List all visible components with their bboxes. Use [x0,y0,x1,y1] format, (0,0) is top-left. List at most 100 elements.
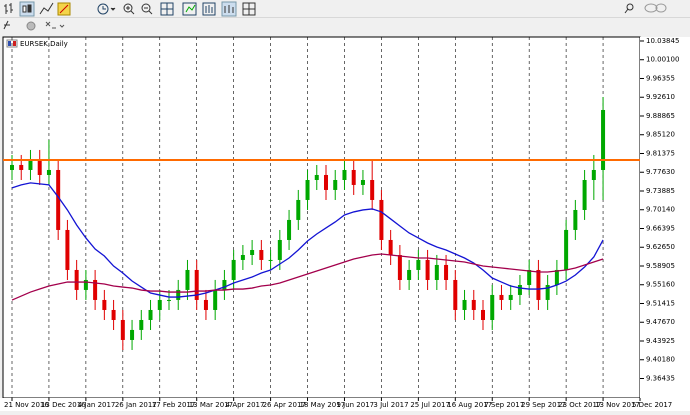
candle-body [517,284,522,295]
candle-body [287,219,292,240]
chat-button[interactable] [644,3,667,13]
y-tick-label: 10.00100 [646,56,679,64]
y-tick-label: 9.62650 [646,243,675,251]
candle-body [370,179,375,200]
x-tick-label: 21 Nov 2016 [4,401,49,409]
candle-body [46,169,51,175]
grid-button[interactable] [242,2,256,16]
y-tick-label: 9.81375 [646,149,675,157]
moving-average-line [11,253,604,301]
tile-button[interactable] [160,2,174,16]
x-tick-label: 4 Apr 2017 [226,401,265,409]
bar-chart-button[interactable] [4,3,13,14]
candle-body [453,279,458,310]
candle-body [111,309,116,320]
x-tick-label: 16 Aug 2017 [447,401,492,409]
candle-body [601,110,606,170]
candle-body [277,239,282,260]
x-tick-label: 9 Jun 2017 [336,401,374,409]
x-tick-label: 5 Dec 2017 [632,401,672,409]
candle-body [582,179,587,210]
candle-body [388,239,393,256]
y-tick-label: 9.70140 [646,206,675,214]
candle-body [240,255,245,260]
x-tick-label: 18 May 2017 [300,401,346,409]
x-tick-label: 4 Jan 2017 [78,401,116,409]
y-tick-label: 9.51415 [646,299,675,307]
candle-body [351,169,356,185]
candle-body [490,294,495,320]
candle-body [139,319,144,330]
candle-body [19,164,24,170]
candle-body [444,264,449,280]
candle-body [462,299,467,310]
line-chart-button[interactable] [39,2,54,15]
candle-body [397,255,402,280]
candle-body [250,249,255,256]
candle-body [471,299,476,310]
candle-body [10,164,14,170]
search-button[interactable] [624,3,634,14]
y-tick-label: 9.73885 [646,187,675,195]
candle-body [167,299,171,301]
candle-body [194,269,199,300]
x-tick-label: 26 Jan 2017 [115,401,157,409]
objects-button[interactable] [26,21,36,31]
zoom-out-button[interactable] [141,3,153,15]
candle-body [37,159,42,175]
candle-body [379,199,384,240]
x-tick-label: 7 Sep 2017 [484,401,524,409]
y-tick-label: 9.36435 [646,374,675,382]
candle-body [591,169,596,180]
candle-body [407,269,412,280]
y-tick-label: 9.66395 [646,224,675,232]
chart-title: EURSEK,Daily [20,40,68,48]
y-tick-label: 9.40180 [646,356,675,364]
scroll-button[interactable] [182,2,197,16]
candle-body [508,294,513,300]
y-tick-label: 10.03845 [646,37,679,45]
moving-average-line [11,182,604,298]
crosshair-button[interactable] [3,20,10,30]
candle-chart-button[interactable] [19,1,35,17]
candle-body [185,269,190,290]
y-tick-label: 9.77630 [646,168,675,176]
zoom-in-button[interactable] [123,3,135,15]
candle-body [564,229,569,270]
plot-area [2,36,641,399]
candle-body [148,309,153,320]
x-tick-label: 17 Feb 2017 [152,401,196,409]
candle-body [416,259,421,270]
candle-body [102,299,107,310]
candle-body [28,159,33,170]
shift-button[interactable] [221,1,237,17]
x-tick-label: 29 Sep 2017 [521,401,565,409]
symbol-icon-flag [13,41,16,46]
candle-body [545,284,550,300]
candle-body [231,259,236,280]
candle-body [536,269,541,300]
candle-body [296,199,301,220]
autoscroll-button[interactable] [202,2,216,16]
candle-body [527,269,532,285]
candle-body [157,299,162,310]
x-tick-label: 13 Mar 2017 [189,401,233,409]
candle-body [499,294,504,300]
y-tick-label: 9.55160 [646,281,675,289]
y-tick-label: 9.47670 [646,318,675,326]
x-tick-label: 25 Jul 2017 [410,401,450,409]
candle-body [333,179,338,190]
candle-body [268,259,273,261]
candle-body [222,279,227,290]
y-tick-label: 9.85120 [646,131,675,139]
indicators-button[interactable] [45,21,65,29]
template-button[interactable] [57,2,71,16]
symbol-icon-flag [8,41,11,46]
period-button[interactable] [97,3,116,15]
x-tick-label: 13 Nov 2017 [595,401,640,409]
candle-body [130,329,135,340]
candle-body [56,169,61,230]
x-tick-label: 13 Dec 2016 [41,401,86,409]
candle-body [259,249,264,260]
